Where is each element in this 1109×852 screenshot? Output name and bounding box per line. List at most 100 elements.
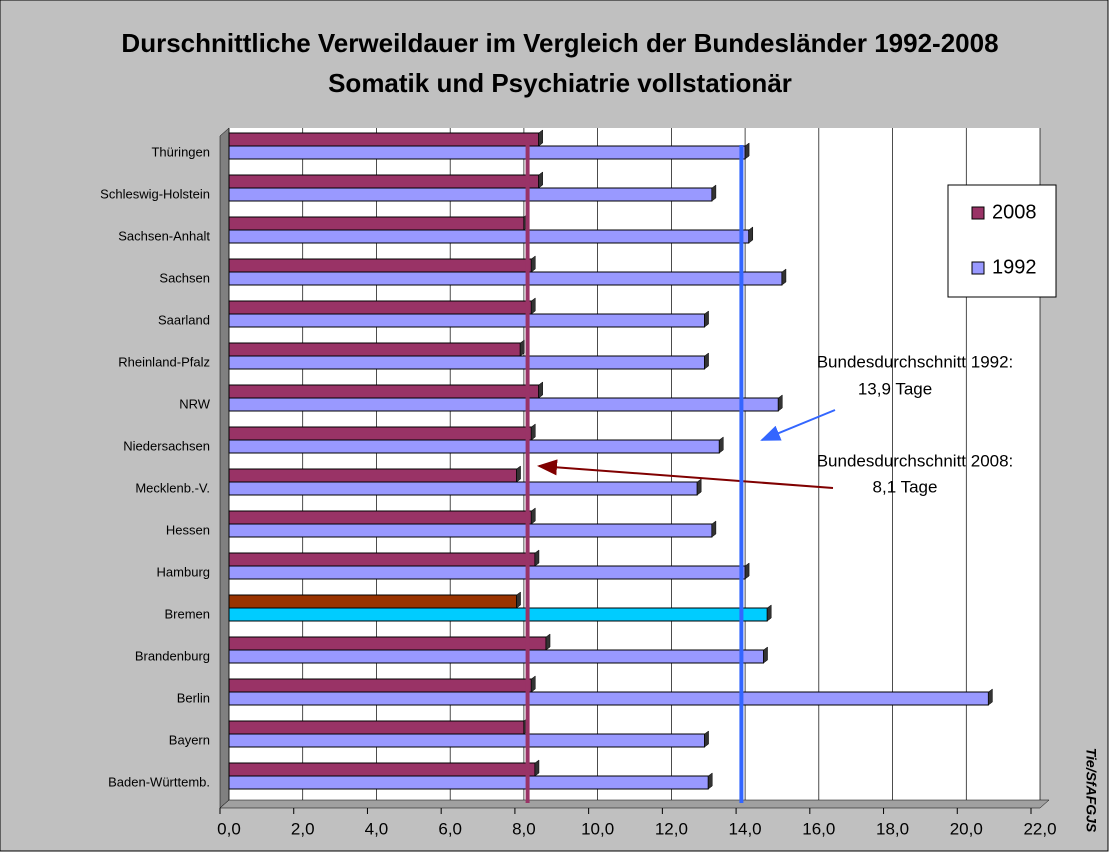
x-tick-label: 10,0 — [581, 819, 614, 838]
chart-title: Durschnittliche Verweildauer im Vergleic… — [121, 28, 998, 58]
bar-side — [534, 759, 540, 777]
bar-side — [516, 465, 521, 483]
bar-side — [538, 129, 543, 147]
bar — [228, 342, 521, 357]
bar — [228, 355, 706, 370]
bar-side — [519, 339, 525, 357]
x-tick-label: 22,0 — [1023, 819, 1056, 838]
bar-side — [538, 171, 543, 189]
bar — [228, 258, 532, 273]
bar-side — [704, 310, 709, 328]
bar — [228, 145, 746, 160]
bar-side — [748, 226, 754, 244]
bar-side — [707, 772, 713, 790]
bar — [228, 691, 989, 706]
y-tick-label: Sachsen — [159, 270, 210, 285]
bar-side — [781, 268, 787, 286]
bar-side — [744, 562, 750, 580]
y-tick-label: Thüringen — [151, 144, 210, 159]
y-tick-label: Niedersachsen — [123, 438, 210, 453]
bar — [228, 775, 709, 790]
bar-side — [704, 730, 709, 748]
bar — [228, 439, 720, 454]
bar — [228, 720, 525, 735]
bar-side — [516, 591, 521, 609]
bar-side — [545, 633, 551, 651]
bar-side — [531, 675, 536, 693]
bar — [228, 649, 765, 664]
bar — [228, 229, 750, 244]
legend-label: 1992 — [992, 256, 1037, 278]
source: Tie/SfAFGJS — [1083, 748, 1099, 833]
y-tick-label: Mecklenb.-V. — [135, 480, 210, 495]
legend-label: 2008 — [992, 201, 1037, 223]
legend-swatch — [971, 206, 985, 220]
x-tick-label: 12,0 — [655, 819, 688, 838]
floor — [219, 799, 1050, 809]
bar — [228, 187, 713, 202]
x-tick-label: 18,0 — [876, 819, 909, 838]
bar-side — [696, 478, 702, 496]
y-tick-label: Schleswig-Holstein — [100, 186, 210, 201]
bar — [228, 174, 540, 189]
x-tick-label: 0,0 — [217, 819, 241, 838]
bar-side — [719, 436, 724, 454]
bar — [228, 397, 779, 412]
y-tick-label: Rheinland-Pfalz — [118, 354, 210, 369]
bar — [228, 607, 768, 622]
annotation: Bundesdurchschnitt 2008: — [817, 451, 1014, 470]
y-tick-label: Brandenburg — [135, 648, 210, 663]
x-tick-label: 4,0 — [365, 819, 389, 838]
x-tick-label: 2,0 — [291, 819, 315, 838]
legend — [947, 184, 1057, 298]
annotation: Bundesdurchschnitt 1992: — [817, 352, 1014, 371]
y-tick-label: Saarland — [158, 312, 210, 327]
bar-side — [531, 297, 536, 315]
bar-side — [531, 507, 536, 525]
bar — [228, 733, 706, 748]
legend-swatch — [971, 261, 985, 275]
y-tick-label: NRW — [179, 396, 211, 411]
bar — [228, 384, 540, 399]
bar — [228, 300, 532, 315]
bar — [228, 594, 518, 609]
bar-side — [744, 142, 750, 160]
bar — [228, 216, 525, 231]
arrow — [537, 459, 834, 489]
bar — [228, 313, 706, 328]
bar — [228, 426, 532, 441]
annotation: 13,9 Tage — [858, 379, 932, 398]
y-tick-label: Baden-Württemb. — [108, 774, 210, 789]
x-tick-label: 6,0 — [438, 819, 462, 838]
bar-side — [531, 255, 536, 273]
y-tick-label: Bayern — [169, 732, 210, 747]
bar-side — [711, 520, 717, 538]
y-tick-label: Bremen — [164, 606, 210, 621]
bar — [228, 636, 547, 651]
bars — [228, 129, 993, 790]
bar-side — [988, 688, 993, 706]
bar — [228, 523, 713, 538]
bar — [228, 132, 540, 147]
bar — [228, 552, 536, 567]
bar — [228, 510, 532, 525]
bar-side — [534, 549, 540, 567]
y-tick-label: Berlin — [177, 690, 210, 705]
bar-side — [538, 381, 543, 399]
bar — [228, 678, 532, 693]
x-tick-label: 8,0 — [512, 819, 536, 838]
bar-side — [704, 352, 709, 370]
y-tick-label: Hessen — [166, 522, 210, 537]
bar — [228, 481, 698, 496]
chart-subtitle: Somatik und Psychiatrie vollstationär — [328, 68, 792, 98]
bar-side — [763, 646, 768, 664]
x-tick-label: 16,0 — [802, 819, 835, 838]
y-tick-label: Hamburg — [157, 564, 210, 579]
bar-side — [766, 604, 772, 622]
x-tick-label: 20,0 — [950, 819, 983, 838]
annotation: 8,1 Tage — [873, 477, 938, 496]
bar — [228, 468, 518, 483]
bar-side — [778, 394, 783, 412]
bar — [228, 762, 536, 777]
